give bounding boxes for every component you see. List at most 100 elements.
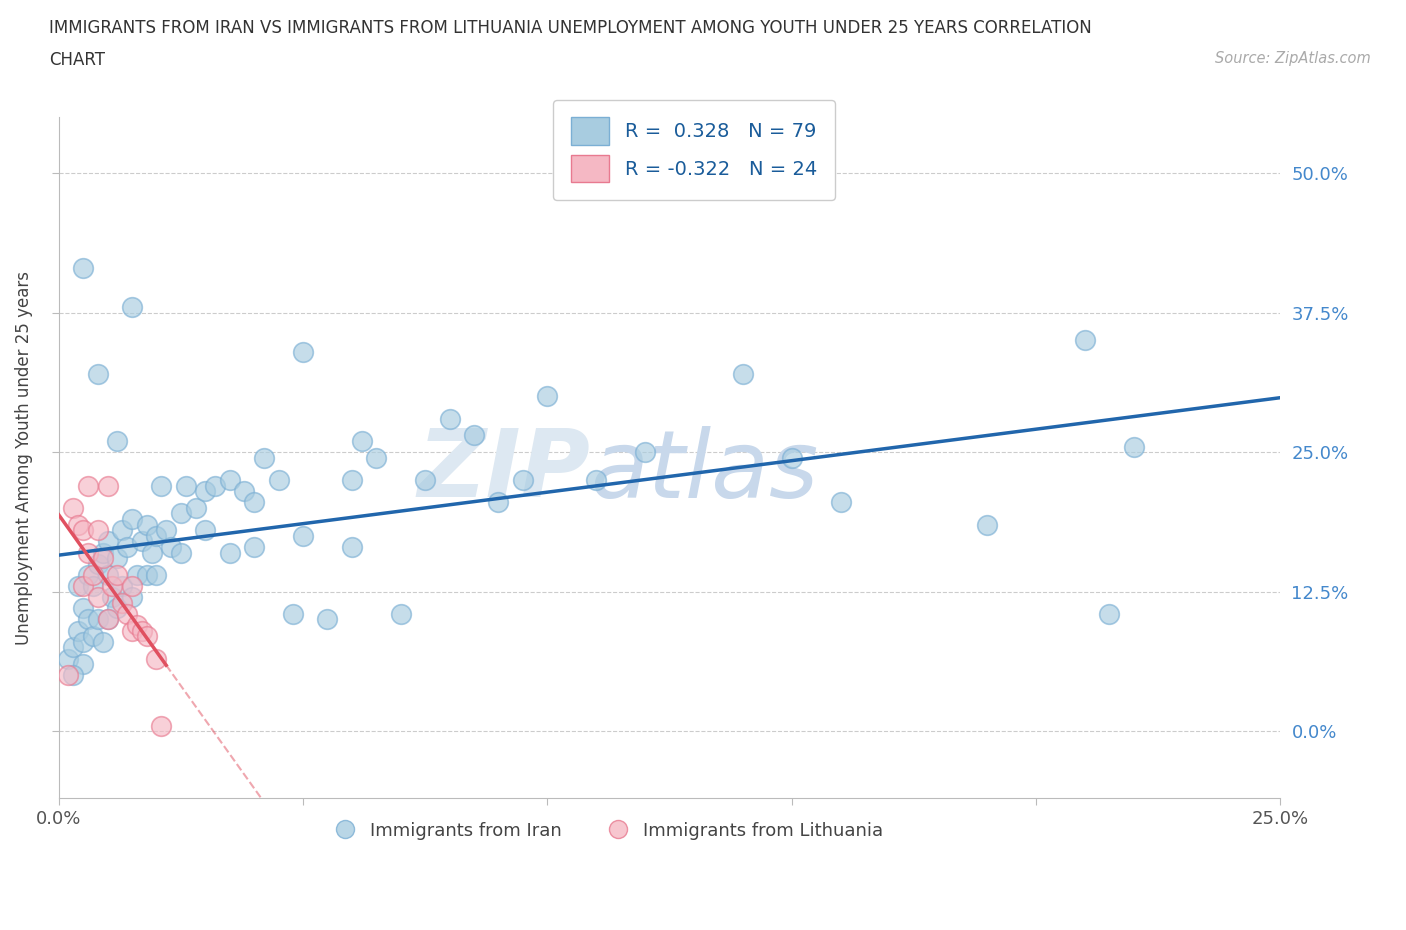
Text: CHART: CHART (49, 51, 105, 69)
Point (253, 450, 276, 465)
Point (976, 517, 998, 532)
Point (218, 545, 240, 560)
Point (77, 567, 100, 582)
Point (101, 590, 124, 604)
Point (82, 629, 104, 644)
Point (111, 523, 134, 538)
Point (58, 668, 80, 683)
Point (121, 299, 143, 314)
Point (585, 472, 607, 487)
Point (111, 595, 134, 610)
Point (101, 578, 124, 593)
Point (67, 517, 90, 532)
Point (105, 567, 128, 582)
Point (170, 506, 193, 521)
Point (91, 634, 114, 649)
Point (634, 445, 657, 459)
Point (243, 495, 266, 510)
Point (536, 389, 558, 404)
Point (67, 623, 90, 638)
Point (97, 567, 120, 582)
Text: IMMIGRANTS FROM IRAN VS IMMIGRANTS FROM LITHUANIA UNEMPLOYMENT AMONG YOUTH UNDER: IMMIGRANTS FROM IRAN VS IMMIGRANTS FROM … (49, 19, 1092, 36)
Point (72, 578, 94, 593)
Y-axis label: Unemployment Among Youth under 25 years: Unemployment Among Youth under 25 years (15, 271, 32, 644)
Point (194, 523, 217, 538)
Point (135, 517, 157, 532)
Point (121, 578, 143, 593)
Point (91, 545, 114, 560)
Point (233, 484, 256, 498)
Point (115, 539, 138, 554)
Point (413, 472, 436, 487)
Point (58, 651, 80, 666)
Point (292, 528, 315, 543)
Point (267, 472, 290, 487)
Point (77, 478, 100, 493)
Point (780, 450, 803, 465)
Point (105, 601, 128, 616)
Point (340, 472, 363, 487)
Point (62, 668, 84, 683)
Point (218, 472, 240, 487)
Point (135, 629, 157, 644)
Point (204, 478, 226, 493)
Point (488, 495, 510, 510)
Point (77, 612, 100, 627)
Point (97, 478, 120, 493)
Point (87, 366, 110, 381)
Point (82, 578, 104, 593)
Point (72, 601, 94, 616)
Point (389, 606, 412, 621)
Point (145, 528, 167, 543)
Point (62, 500, 84, 515)
Point (135, 567, 157, 582)
Point (1122, 439, 1144, 454)
Point (97, 612, 120, 627)
Point (350, 433, 373, 448)
Point (170, 545, 193, 560)
Point (121, 590, 143, 604)
Point (292, 344, 315, 359)
Text: ZIP: ZIP (418, 425, 591, 517)
Point (439, 411, 461, 426)
Point (82, 567, 104, 582)
Point (111, 578, 134, 593)
Point (121, 512, 143, 526)
Point (340, 539, 363, 554)
Point (150, 718, 173, 733)
Point (105, 433, 128, 448)
Point (1098, 606, 1121, 621)
Point (512, 472, 534, 487)
Point (105, 551, 128, 565)
Point (463, 428, 485, 443)
Point (87, 556, 110, 571)
Point (160, 539, 183, 554)
Point (1074, 333, 1097, 348)
Point (97, 612, 120, 627)
Point (131, 623, 153, 638)
Point (243, 539, 266, 554)
Legend: Immigrants from Iran, Immigrants from Lithuania: Immigrants from Iran, Immigrants from Li… (326, 815, 890, 847)
Point (67, 578, 90, 593)
Point (115, 606, 138, 621)
Point (97, 534, 120, 549)
Point (91, 551, 114, 565)
Point (731, 366, 754, 381)
Point (155, 523, 177, 538)
Point (174, 478, 197, 493)
Point (72, 260, 94, 275)
Point (131, 534, 153, 549)
Text: atlas: atlas (591, 426, 818, 517)
Point (194, 484, 217, 498)
Point (87, 590, 110, 604)
Text: Source: ZipAtlas.com: Source: ZipAtlas.com (1215, 51, 1371, 66)
Point (87, 612, 110, 627)
Point (145, 651, 167, 666)
Point (316, 612, 339, 627)
Point (77, 545, 100, 560)
Point (62, 640, 84, 655)
Point (125, 567, 148, 582)
Point (72, 523, 94, 538)
Point (184, 500, 207, 515)
Point (150, 478, 173, 493)
